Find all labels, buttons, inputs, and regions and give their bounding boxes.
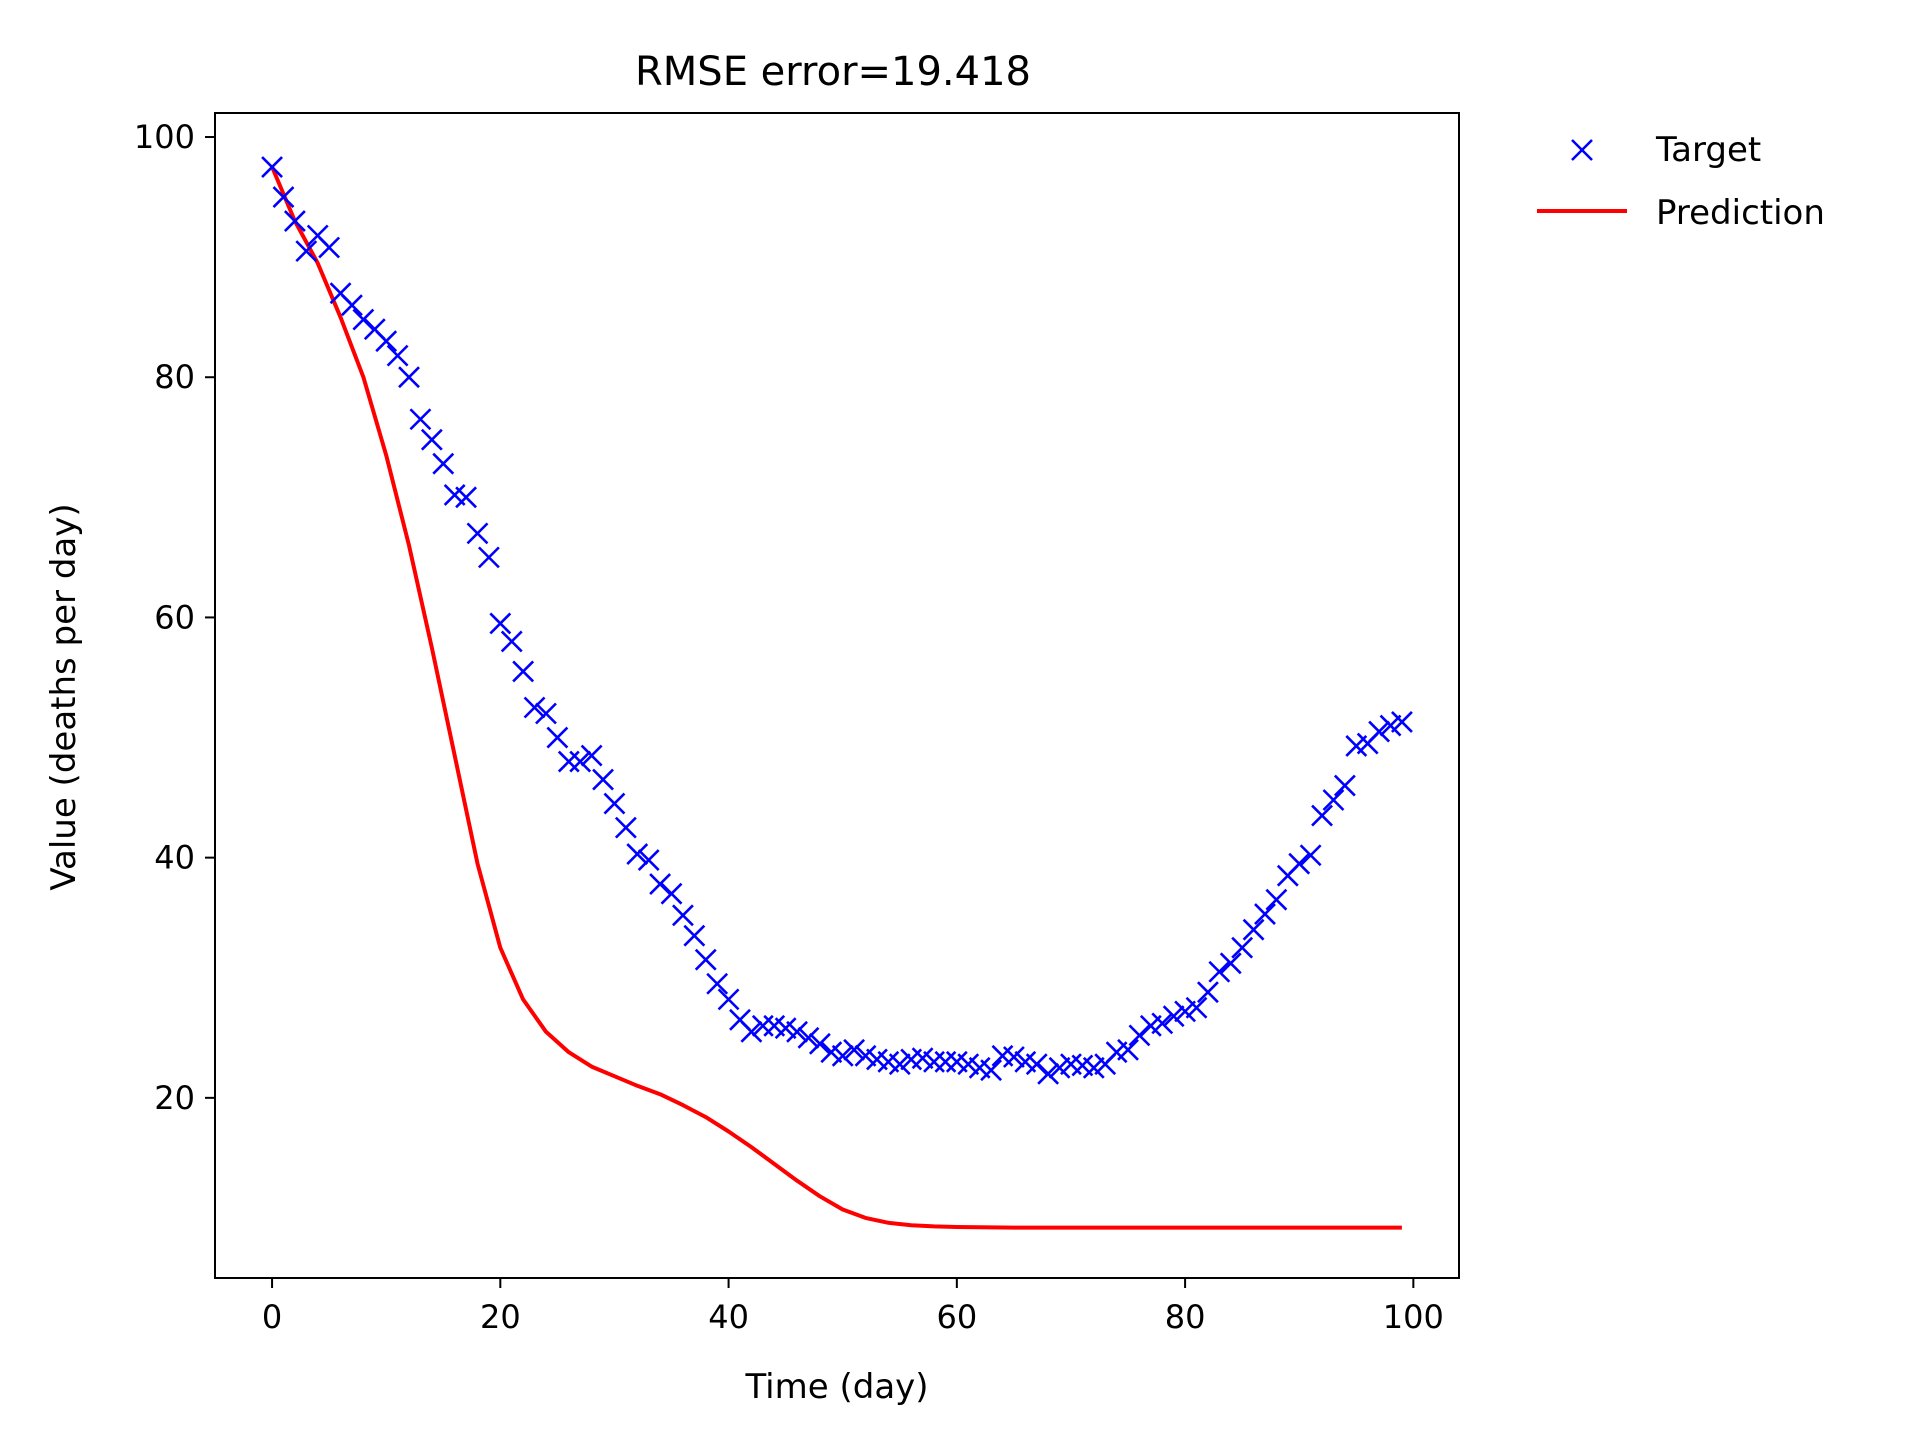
target-point (1333, 774, 1356, 797)
target-point (1037, 1062, 1060, 1085)
target-point (512, 660, 535, 683)
target-point (375, 330, 398, 353)
x-tick-label: 0 (262, 1298, 282, 1336)
target-point (489, 612, 512, 635)
target-point (1196, 981, 1219, 1004)
target-point (409, 408, 432, 431)
legend-target-marker (1571, 139, 1593, 161)
target-point (295, 240, 318, 263)
target-point (923, 1050, 945, 1073)
x-axis-label: Time (day) (744, 1367, 928, 1407)
target-point (660, 882, 683, 905)
target-point (1311, 804, 1333, 827)
target-point (455, 486, 478, 509)
target-point (1299, 844, 1322, 867)
target-point (466, 522, 489, 545)
x-tick-label: 100 (1383, 1298, 1444, 1336)
target-point (432, 452, 455, 475)
target-point (980, 1059, 1002, 1082)
target-point (523, 696, 546, 719)
y-tick-label: 20 (154, 1079, 195, 1117)
target-point (934, 1050, 957, 1073)
target-point (1265, 888, 1288, 911)
target-point (717, 988, 740, 1011)
plot-frame (214, 112, 1460, 1279)
target-point (1002, 1046, 1025, 1068)
target-point (751, 1014, 774, 1037)
target-point (683, 924, 706, 947)
chart-title: RMSE error=19.418 (635, 49, 1031, 95)
y-tick-label: 100 (134, 118, 195, 156)
target-point (557, 750, 580, 773)
x-tick-label: 80 (1165, 1298, 1206, 1336)
y-axis-label: Value (deaths per day) (44, 503, 84, 890)
target-point (477, 546, 500, 569)
y-tick-label: 80 (154, 358, 195, 396)
target-point (580, 744, 603, 767)
x-tick-label: 20 (480, 1298, 521, 1336)
axes: 0 20 40 60 80 100 20 40 60 80 100 (134, 118, 1444, 1336)
plot-marks (261, 156, 1413, 1230)
legend-label-prediction: Prediction (1656, 193, 1825, 233)
target-point (1242, 918, 1265, 941)
target-point (888, 1053, 911, 1076)
target-point (1254, 903, 1276, 926)
target-point (637, 849, 660, 871)
target-point (808, 1032, 831, 1055)
x-tick-label: 60 (936, 1298, 977, 1336)
target-point (1368, 720, 1391, 743)
target-point (1117, 1038, 1139, 1061)
target-point (500, 630, 523, 653)
target-point (1219, 952, 1242, 975)
target-point (283, 210, 306, 233)
target-point (569, 750, 592, 773)
target-point (1231, 936, 1254, 959)
x-tick-label: 40 (708, 1298, 749, 1336)
target-point (797, 1026, 820, 1049)
legend: Target Prediction (1537, 130, 1825, 233)
target-point (1185, 996, 1208, 1019)
target-point (1391, 711, 1413, 733)
target-point (592, 768, 614, 791)
y-tick-label: 60 (154, 598, 195, 636)
target-point (1322, 789, 1345, 811)
target-point (261, 156, 283, 178)
target-point (318, 236, 341, 259)
legend-target-x (1571, 139, 1593, 161)
target-point (706, 972, 729, 995)
target-point (341, 294, 363, 317)
target-point (843, 1038, 866, 1061)
prediction-line (270, 166, 1402, 1230)
target-point (626, 843, 649, 865)
target-point (398, 366, 420, 389)
target-point (535, 702, 557, 725)
target-point (740, 1020, 763, 1043)
target-point (672, 904, 694, 927)
y-tick-label: 40 (154, 839, 195, 877)
target-point (1162, 1005, 1185, 1028)
target-point (1288, 852, 1311, 875)
target-point (420, 428, 443, 451)
target-point (386, 344, 409, 367)
target-point (603, 792, 626, 815)
target-point (614, 816, 637, 839)
target-point (272, 186, 295, 208)
target-point (1208, 960, 1231, 983)
target-point (831, 1044, 854, 1067)
target-point (546, 726, 569, 749)
target-point (1151, 1012, 1174, 1035)
legend-label-target: Target (1655, 130, 1761, 170)
target-point (786, 1020, 808, 1043)
target-point (694, 948, 717, 971)
